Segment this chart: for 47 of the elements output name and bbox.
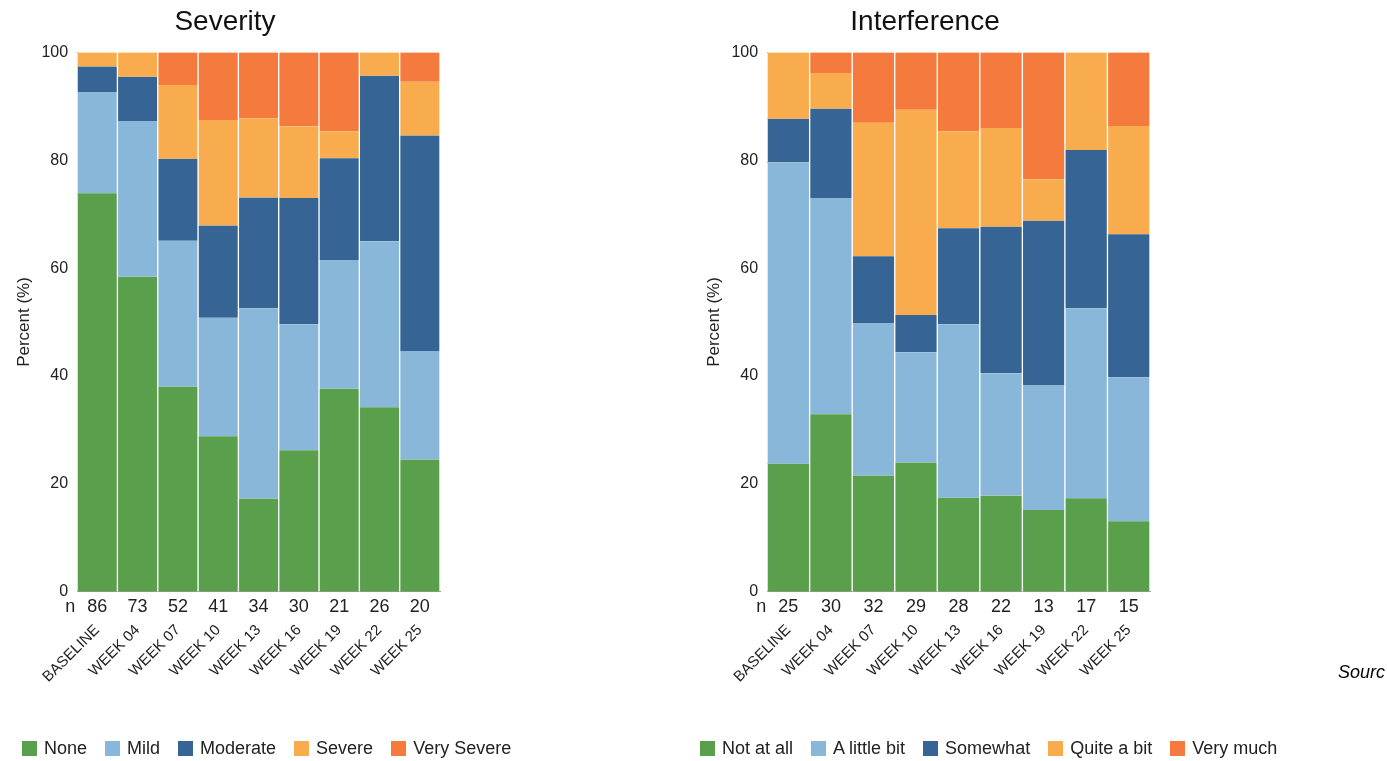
text: 15 <box>1118 596 1139 617</box>
y-tick-label: 0 <box>749 581 759 599</box>
text: 86 <box>87 596 108 617</box>
legend-label: Moderate <box>200 738 277 759</box>
y-tick-label: 20 <box>50 474 69 492</box>
y-tick-label: 80 <box>740 150 759 168</box>
legend-label: A little bit <box>833 738 906 759</box>
chart-title: Severity <box>174 4 276 36</box>
legend-label: Not at all <box>722 738 794 759</box>
y-tick-label: 40 <box>50 366 69 384</box>
legend-label: None <box>44 738 88 759</box>
chart-title: Interference <box>850 4 1000 36</box>
text: Sourc <box>1338 662 1386 683</box>
y-tick-label: 0 <box>59 581 69 599</box>
text: 32 <box>863 596 884 617</box>
text: 34 <box>248 596 269 617</box>
text: 25 <box>778 596 799 617</box>
y-tick-label: 80 <box>50 150 69 168</box>
y-tick-label: 100 <box>731 43 759 61</box>
text: n <box>65 596 76 617</box>
y-axis-title: Percent (%) <box>13 277 33 367</box>
y-tick-label: 40 <box>740 366 759 384</box>
legend-label: Somewhat <box>945 738 1031 759</box>
y-tick-label: 20 <box>740 474 759 492</box>
y-tick-label: 60 <box>740 258 759 276</box>
legend-label: Severe <box>316 738 374 759</box>
legend-label: Very much <box>1192 738 1278 759</box>
text: 41 <box>208 596 229 617</box>
text: 30 <box>820 596 841 617</box>
legend-label: Very Severe <box>413 738 512 759</box>
y-axis-title: Percent (%) <box>703 277 723 367</box>
legend-label: Mild <box>127 738 161 759</box>
y-tick-label: 100 <box>41 43 69 61</box>
text: 17 <box>1076 596 1097 617</box>
text: 22 <box>991 596 1012 617</box>
text: 26 <box>369 596 390 617</box>
text: 30 <box>288 596 309 617</box>
text: 29 <box>905 596 927 617</box>
text: 21 <box>329 596 350 617</box>
text: n <box>756 596 767 617</box>
y-tick-label: 60 <box>50 258 69 276</box>
text: 13 <box>1033 596 1054 617</box>
text: 52 <box>167 596 188 617</box>
text: 20 <box>409 596 430 617</box>
text: 28 <box>948 596 969 617</box>
text: 73 <box>127 596 148 617</box>
legend-label: Quite a bit <box>1070 738 1153 759</box>
